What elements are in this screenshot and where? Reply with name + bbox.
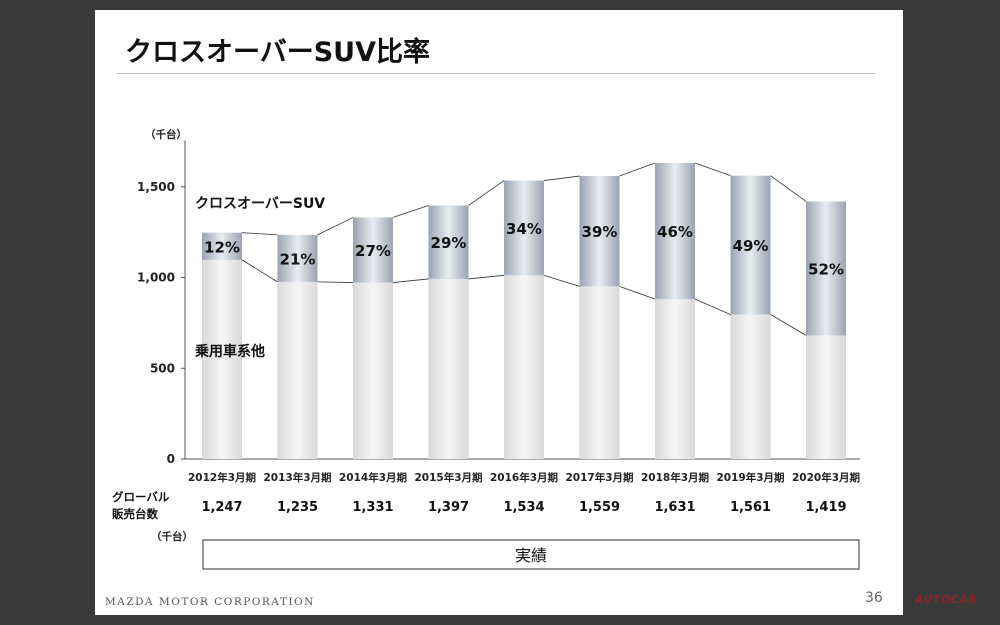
period-box: [202, 539, 860, 570]
bar-suv: [504, 180, 544, 276]
y-tick-label: 1,500: [137, 180, 175, 194]
total-value: 1,419: [805, 500, 846, 515]
bar-passenger: [504, 275, 544, 459]
connector-line-top: [392, 205, 429, 218]
suv-share-label: 29%: [431, 234, 467, 252]
bar-suv: [730, 175, 771, 315]
connector-line-top: [694, 162, 731, 177]
x-tick-label: 2016年3月期: [490, 471, 558, 484]
total-unit-label: （千台）: [151, 530, 193, 543]
bar-passenger: [202, 259, 242, 459]
connector-line-top: [543, 175, 580, 181]
x-tick-label: 2018年3月期: [641, 471, 709, 484]
x-tick-label: 2019年3月期: [716, 471, 784, 484]
suv-share-label: 52%: [808, 260, 844, 278]
series-label-passenger: 乗用車系他: [194, 343, 265, 360]
watermark-logo: AUTOCAR: [915, 593, 978, 606]
connector-line-split: [241, 259, 278, 283]
page-number: 36: [865, 590, 883, 606]
total-value: 1,247: [201, 500, 242, 515]
bar-passenger: [579, 286, 620, 459]
total-value: 1,534: [503, 500, 544, 515]
total-row-label-line2: 販売台数: [112, 507, 158, 521]
connector-line-top: [241, 232, 278, 236]
connector-line-top: [770, 175, 807, 202]
bar-passenger: [428, 278, 469, 459]
x-tick-label: 2020年3月期: [792, 471, 860, 484]
connector-line-top: [468, 180, 505, 206]
y-tick-label: 1,000: [137, 271, 175, 285]
connector-line-split: [770, 314, 807, 336]
x-tick-label: 2013年3月期: [263, 471, 331, 484]
connector-line-split: [694, 298, 731, 315]
series-label-suv: クロスオーバーSUV: [195, 196, 325, 212]
bar-suv: [353, 217, 393, 283]
total-value: 1,397: [428, 500, 469, 515]
bar-suv: [655, 162, 695, 300]
connector-line-split: [317, 281, 354, 283]
bar-suv: [428, 205, 469, 279]
connector-line-top: [317, 217, 354, 236]
suv-share-label: 27%: [355, 242, 391, 260]
total-row-label-line1: グローバル: [112, 490, 170, 504]
page-title: クロスオーバーSUV比率: [125, 37, 430, 68]
suv-share-label: 34%: [506, 220, 542, 238]
bar-suv: [806, 201, 846, 336]
bar-passenger: [353, 282, 393, 459]
connector-line-split: [392, 278, 429, 283]
total-value: 1,561: [730, 500, 771, 515]
suv-share-label: 12%: [204, 238, 240, 256]
y-tick-label: 0: [167, 452, 175, 466]
bar-passenger: [806, 335, 846, 459]
bar-passenger: [730, 314, 771, 459]
bar-suv: [202, 232, 242, 260]
bar-passenger: [655, 299, 695, 459]
connector-line-split: [619, 286, 656, 300]
period-label: 実績: [515, 546, 547, 565]
connector-line-split: [543, 274, 580, 287]
y-tick-label: 500: [150, 361, 175, 375]
title-divider: [117, 73, 875, 74]
total-value: 1,331: [352, 500, 393, 515]
y-unit-label: （千台）: [145, 128, 187, 141]
connector-line-top: [619, 162, 656, 177]
x-tick-label: 2017年3月期: [565, 471, 633, 484]
x-tick-label: 2015年3月期: [414, 471, 482, 484]
total-value: 1,235: [277, 500, 318, 515]
bar-suv: [277, 234, 318, 282]
total-value: 1,559: [579, 500, 620, 515]
suv-share-label: 46%: [657, 223, 693, 241]
company-name: MAZDA MOTOR CORPORATION: [105, 596, 315, 608]
suv-share-label: 39%: [582, 223, 618, 241]
suv-share-label: 49%: [733, 237, 769, 255]
x-tick-label: 2014年3月期: [339, 471, 407, 484]
bar-suv: [579, 176, 620, 287]
bar-passenger: [277, 281, 318, 459]
connector-line-split: [468, 274, 505, 280]
x-tick-label: 2012年3月期: [188, 471, 256, 484]
suv-share-label: 21%: [280, 250, 316, 268]
total-value: 1,631: [654, 500, 695, 515]
